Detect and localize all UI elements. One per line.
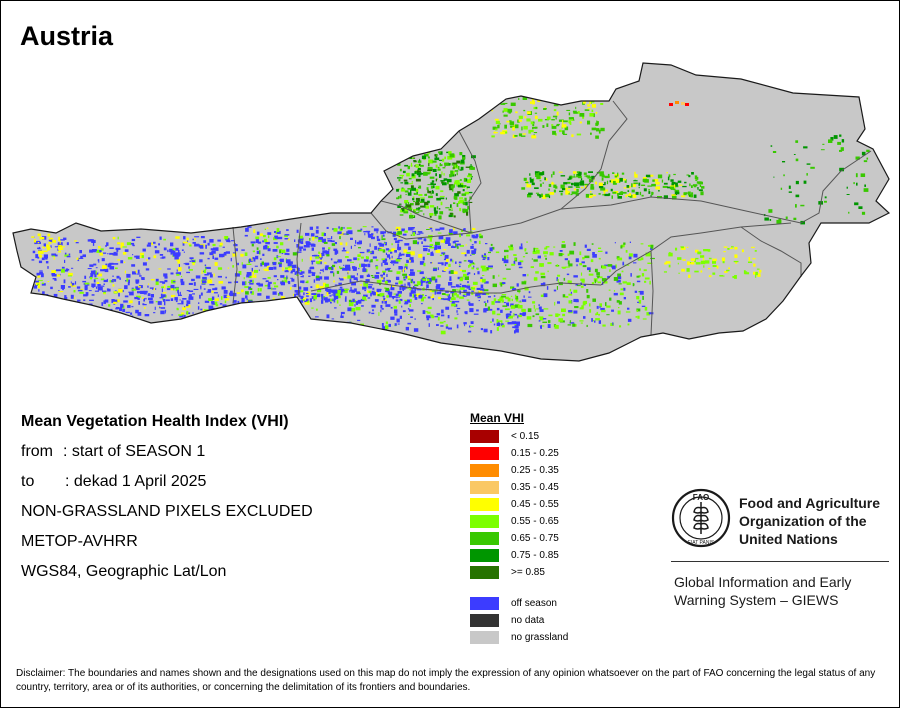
legend-label: 0.15 - 0.25	[511, 448, 559, 459]
legend-item: off season	[470, 595, 568, 612]
legend: Mean VHI < 0.15 0.15 - 0.25 0.25 - 0.35 0.3…	[470, 411, 568, 646]
legend-label: no grassland	[511, 632, 569, 643]
to-label: to	[21, 473, 35, 490]
legend-item: 0.55 - 0.65	[470, 513, 568, 530]
legend-classes: < 0.15 0.15 - 0.25 0.25 - 0.35 0.35 - 0.45 0…	[470, 428, 568, 581]
info-to-line: to : dekad 1 April 2025	[21, 473, 313, 503]
info-note-excluded: NON-GRASSLAND PIXELS EXCLUDED	[21, 503, 313, 520]
map-title: Austria	[20, 21, 114, 51]
legend-item: 0.35 - 0.45	[470, 479, 568, 496]
legend-swatch	[470, 566, 499, 579]
fao-name: Food and Agriculture Organization of the…	[739, 494, 899, 548]
legend-swatch	[470, 447, 499, 460]
fao-logo: FAO FIAT PANIS	[671, 488, 731, 548]
legend-item: >= 0.85	[470, 564, 568, 581]
giews-line2: Warning System – GIEWS	[674, 592, 839, 608]
info-note-sensor: METOP-AVHRR	[21, 533, 138, 550]
legend-swatch	[470, 549, 499, 562]
legend-item: 0.25 - 0.35	[470, 462, 568, 479]
legend-item: no grassland	[470, 629, 568, 646]
legend-label: 0.35 - 0.45	[511, 482, 559, 493]
from-value: : start of SEASON 1	[63, 443, 206, 460]
legend-swatch	[470, 532, 499, 545]
legend-label: < 0.15	[511, 431, 540, 442]
legend-label: no data	[511, 615, 545, 626]
to-value: : dekad 1 April 2025	[65, 473, 207, 490]
legend-item: 0.15 - 0.25	[470, 445, 568, 462]
legend-item: 0.65 - 0.75	[470, 530, 568, 547]
legend-label: 0.25 - 0.35	[511, 465, 559, 476]
map-info-panel: Mean Vegetation Health Index (VHI) from:…	[21, 413, 313, 593]
legend-label: off season	[511, 598, 557, 609]
legend-item: < 0.15	[470, 428, 568, 445]
legend-special: off season no data no grassland	[470, 595, 568, 646]
legend-swatch	[470, 464, 499, 477]
legend-label: 0.65 - 0.75	[511, 533, 559, 544]
legend-label: 0.75 - 0.85	[511, 550, 559, 561]
info-heading: Mean Vegetation Health Index (VHI)	[21, 413, 289, 430]
legend-label: 0.55 - 0.65	[511, 516, 559, 527]
legend-item: no data	[470, 612, 568, 629]
legend-swatch	[470, 614, 499, 627]
legend-swatch	[470, 498, 499, 511]
legend-title: Mean VHI	[470, 411, 525, 425]
fao-name-line2: Organization of the	[739, 513, 867, 529]
legend-swatch	[470, 515, 499, 528]
legend-label: 0.45 - 0.55	[511, 499, 559, 510]
legend-item: 0.75 - 0.85	[470, 547, 568, 564]
legend-swatch	[470, 430, 499, 443]
fao-name-line1: Food and Agriculture	[739, 495, 881, 511]
from-label: from	[21, 443, 53, 460]
giews-name: Global Information and Early Warning Sys…	[674, 573, 894, 609]
austria-map	[12, 62, 890, 362]
fao-logo-motto: FIAT PANIS	[688, 540, 715, 546]
fao-name-line3: United Nations	[739, 531, 838, 547]
info-note-projection: WGS84, Geographic Lat/Lon	[21, 563, 227, 580]
info-from-line: from : start of SEASON 1	[21, 443, 313, 473]
legend-swatch	[470, 481, 499, 494]
legend-swatch	[470, 631, 499, 644]
legend-item: 0.45 - 0.55	[470, 496, 568, 513]
fao-logo-text: FAO	[693, 493, 709, 502]
disclaimer: Disclaimer: The boundaries and names sho…	[16, 668, 876, 693]
legend-label: >= 0.85	[511, 567, 545, 578]
province-boundaries	[232, 100, 872, 336]
legend-swatch	[470, 597, 499, 610]
fao-divider	[671, 561, 889, 562]
giews-line1: Global Information and Early	[674, 574, 852, 590]
